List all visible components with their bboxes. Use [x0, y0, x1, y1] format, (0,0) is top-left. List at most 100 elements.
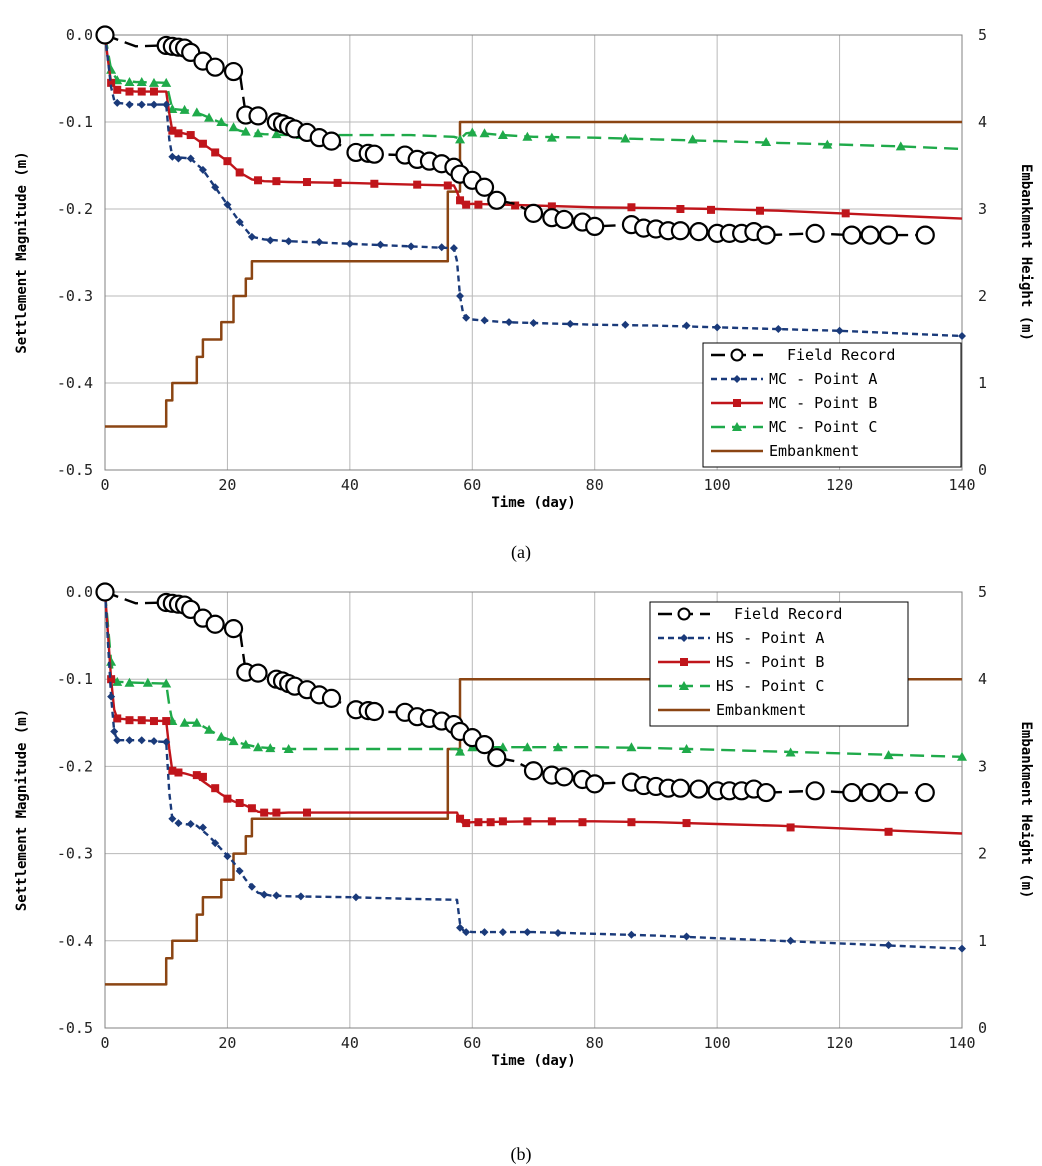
data-point	[479, 128, 490, 138]
data-point	[265, 743, 276, 753]
x-tick-label: 20	[218, 1034, 236, 1052]
data-point	[223, 157, 232, 166]
data-point	[805, 781, 825, 801]
data-point	[112, 676, 123, 686]
series-hs-point-b	[103, 591, 963, 836]
legend-swatch-marker	[733, 399, 741, 407]
legend-swatch-marker	[679, 681, 689, 690]
data-point	[204, 112, 215, 122]
data-point	[296, 892, 305, 901]
data-point	[364, 144, 384, 164]
data-point	[958, 332, 966, 341]
y-tick-label: -0.4	[57, 374, 93, 392]
data-point	[228, 736, 239, 746]
data-point	[511, 201, 520, 210]
data-point	[303, 808, 312, 817]
data-point	[682, 321, 691, 330]
data-point	[462, 313, 471, 322]
data-point	[260, 890, 269, 899]
data-point	[192, 771, 201, 780]
legend-label: HS - Point A	[716, 629, 824, 647]
data-point	[149, 87, 158, 96]
plot-frame	[104, 591, 963, 1029]
data-point	[627, 930, 636, 939]
y2-axis-title: Embankment Height (m)	[1018, 164, 1034, 341]
data-point	[529, 318, 538, 327]
data-point	[620, 133, 631, 143]
data-point	[805, 223, 825, 243]
data-point	[413, 180, 422, 189]
data-point	[161, 678, 172, 688]
legend-entry: MC - Point B	[711, 394, 877, 412]
caption-a: (a)	[511, 542, 531, 563]
data-point	[284, 237, 293, 246]
data-point	[682, 932, 691, 941]
data-point	[437, 243, 446, 252]
legend-entry: HS - Point B	[658, 653, 824, 671]
data-point	[455, 134, 466, 144]
data-point	[223, 852, 232, 861]
data-point	[113, 736, 122, 745]
data-point	[186, 131, 195, 140]
data-point	[216, 117, 227, 126]
data-point	[860, 782, 880, 803]
y-tick-label: 0.0	[66, 26, 93, 44]
data-point	[321, 688, 342, 708]
data-point	[240, 739, 251, 749]
caption-b: (b)	[511, 1144, 532, 1165]
series-line	[103, 591, 963, 758]
x-axis-title: Time (day)	[491, 495, 575, 511]
data-point	[235, 867, 244, 876]
data-point	[223, 794, 232, 803]
data-point	[223, 200, 232, 209]
data-point	[124, 76, 135, 86]
data-point	[125, 100, 134, 109]
data-point	[761, 137, 772, 147]
data-point	[681, 743, 692, 753]
data-point	[125, 716, 134, 725]
y2-tick-label: 4	[978, 670, 987, 688]
data-point	[822, 139, 833, 149]
x-tick-label: 0	[100, 1034, 109, 1052]
data-point	[785, 747, 796, 757]
data-point	[376, 240, 385, 249]
x-tick-label: 0	[100, 476, 109, 494]
y-tick-label: 0.0	[66, 583, 93, 601]
data-point	[713, 323, 722, 332]
data-point	[682, 819, 691, 828]
data-point	[162, 100, 171, 109]
data-point	[198, 772, 207, 781]
x-tick-label: 80	[586, 476, 604, 494]
data-point	[254, 176, 263, 185]
data-point	[107, 692, 116, 701]
data-point	[107, 78, 116, 87]
data-point	[547, 817, 556, 826]
data-point	[148, 77, 159, 87]
x-tick-label: 40	[341, 476, 359, 494]
data-point	[266, 236, 275, 245]
data-point	[884, 941, 893, 950]
series-embankment	[105, 120, 962, 428]
x-tick-label: 100	[704, 476, 731, 494]
data-point	[216, 731, 227, 741]
x-tick-label: 140	[948, 1034, 975, 1052]
data-point	[523, 203, 544, 223]
data-point	[198, 139, 207, 148]
data-point	[168, 814, 177, 823]
data-point	[456, 814, 465, 823]
data-point	[137, 736, 146, 745]
data-point	[689, 222, 709, 242]
data-point	[351, 893, 360, 902]
data-point	[223, 619, 244, 639]
legend-entry: HS - Point C	[658, 677, 824, 695]
data-point	[228, 122, 239, 132]
data-point	[162, 717, 171, 726]
data-point	[487, 190, 507, 210]
data-point	[670, 221, 691, 241]
legend-swatch-marker	[680, 658, 688, 666]
data-point	[364, 701, 384, 722]
data-point	[755, 206, 764, 215]
data-point	[835, 326, 844, 335]
data-point	[125, 736, 134, 745]
series-line	[103, 34, 963, 151]
